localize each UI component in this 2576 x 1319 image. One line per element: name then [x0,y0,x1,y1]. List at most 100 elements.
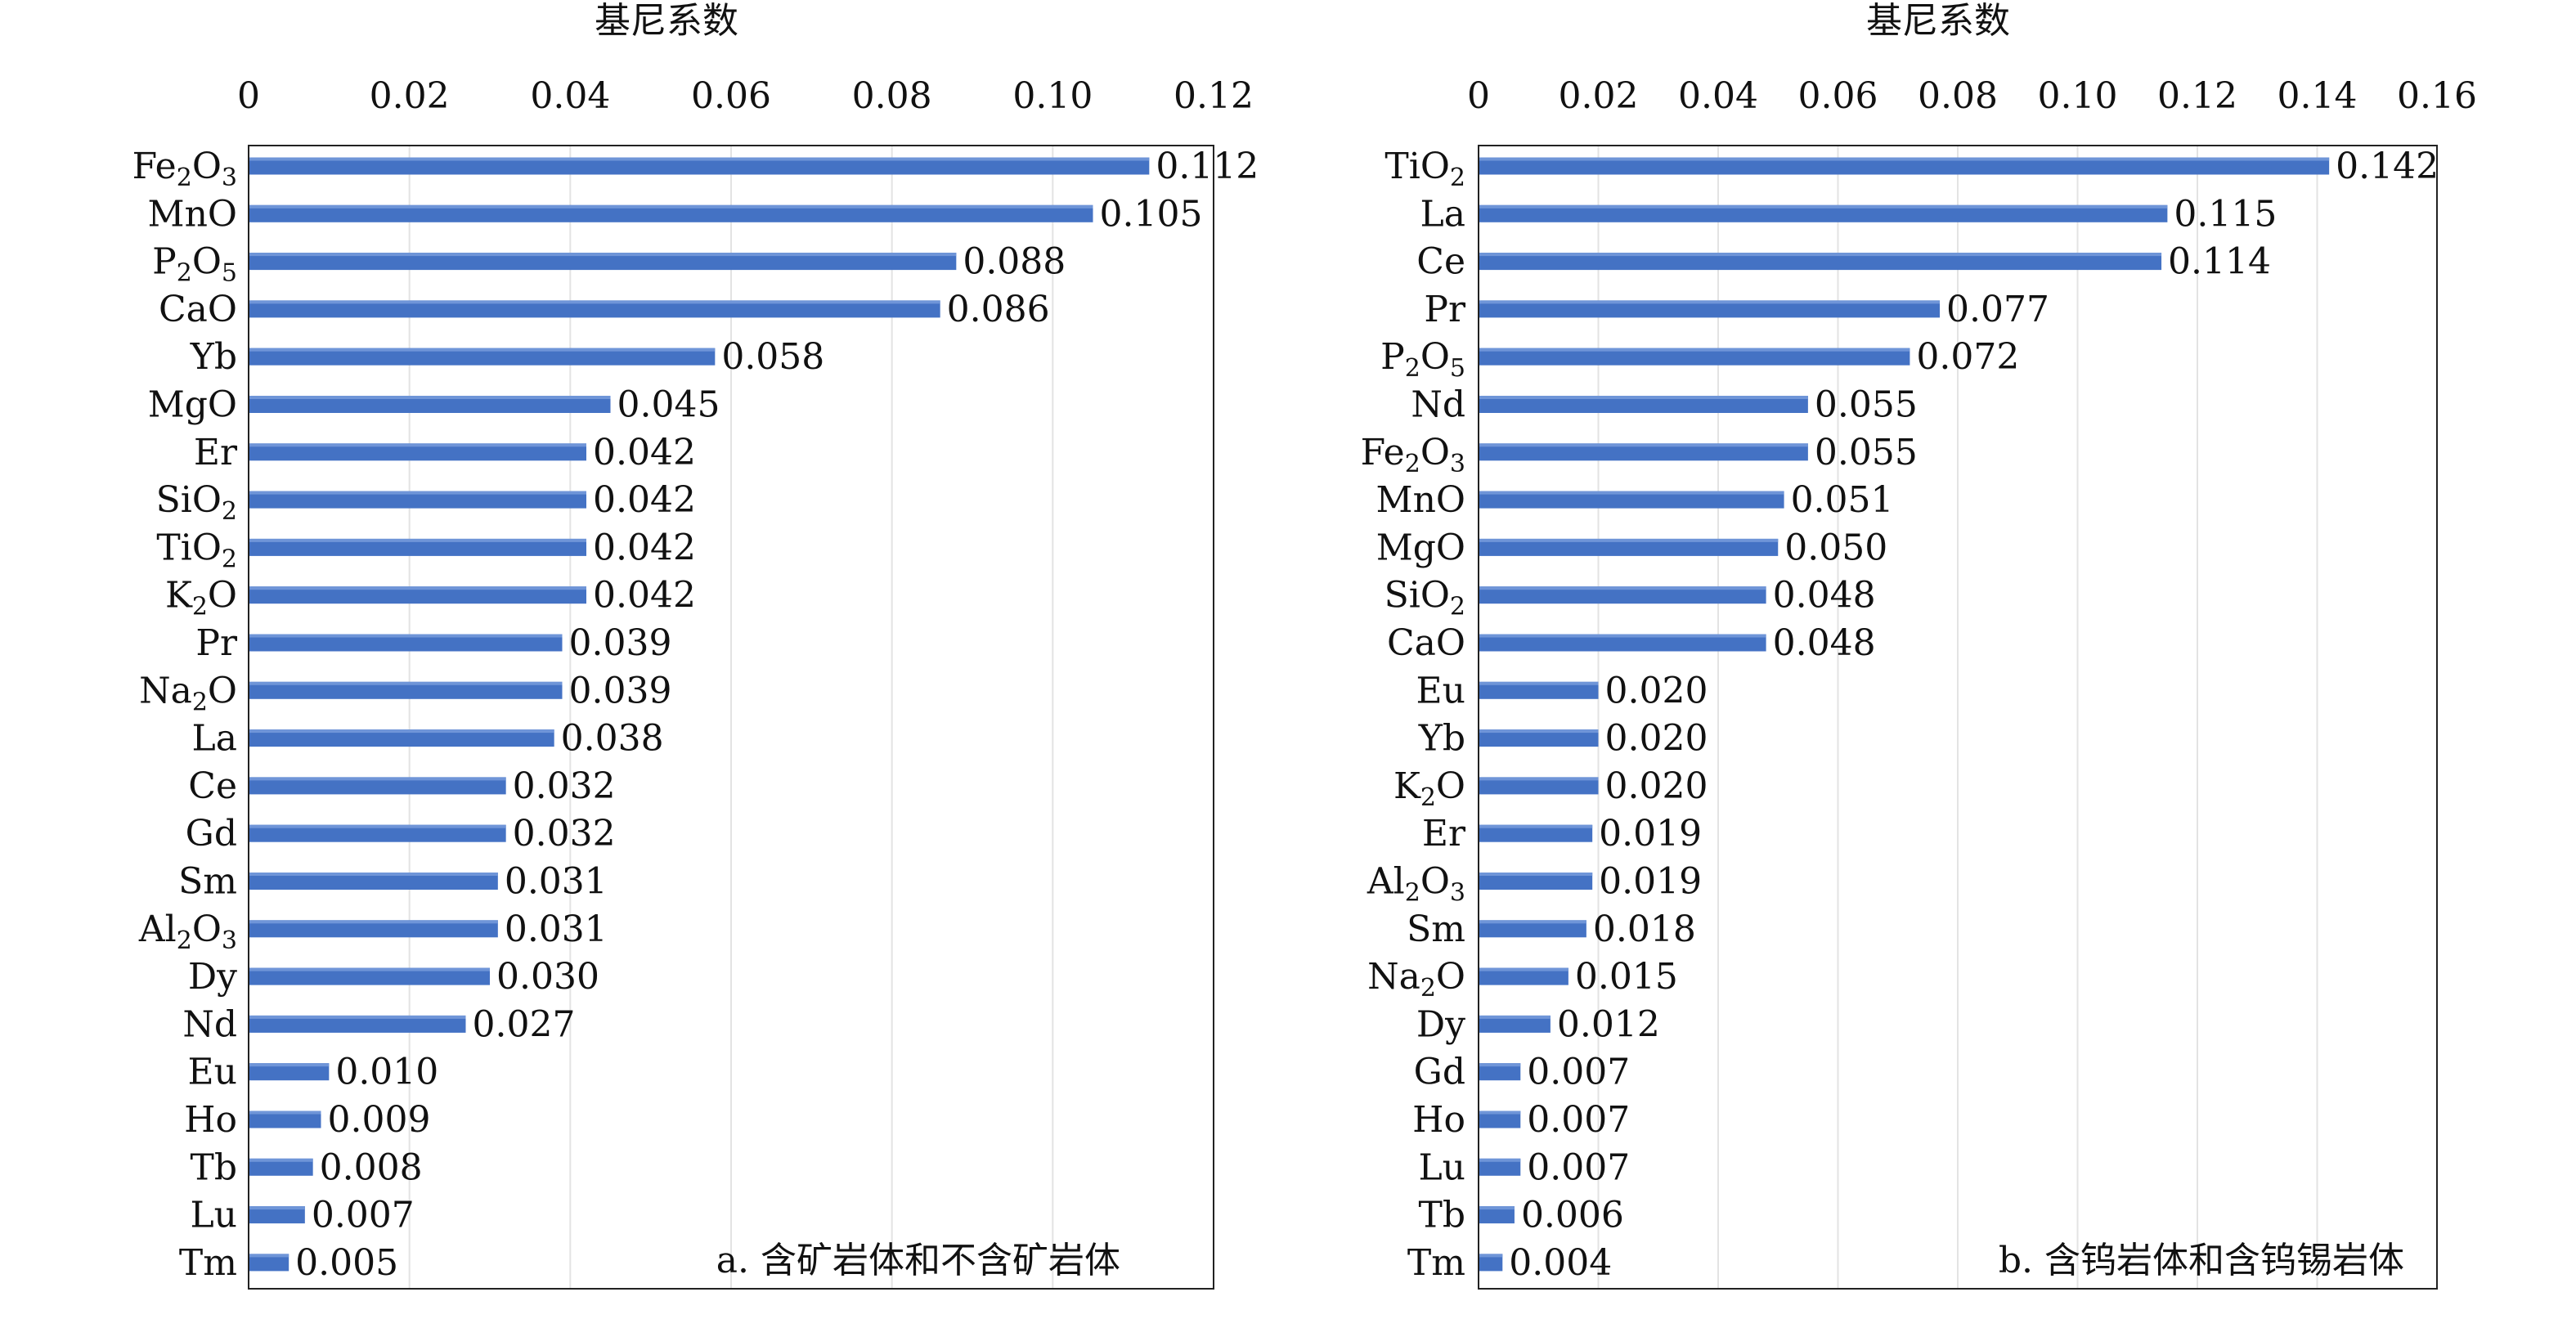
bar [1479,920,1586,938]
bar-highlight [1479,157,2330,161]
category-label: La [1420,193,1465,235]
bar [249,873,498,890]
bar-highlight [249,967,490,971]
category-label-text: Fe [132,146,177,187]
category-label: Nd [182,1003,237,1045]
bar [249,824,506,842]
bar-highlight [249,586,586,590]
panel-caption: b. 含钨岩体和含钨锡岩体 [1999,1240,2404,1281]
category-label-text: P [1380,336,1405,378]
bar-highlight [249,1110,321,1115]
category-label-text: Ho [184,1099,237,1141]
data-label: 0.020 [1605,765,1708,807]
category-label-subscript: 2 [1420,974,1436,1003]
category-label-text: MnO [148,193,237,235]
bar-highlight [1479,681,1599,685]
bar-highlight [249,1254,289,1258]
data-label: 0.042 [593,575,696,617]
category-label-subscript: 2 [1405,450,1420,478]
category-label: TiO2 [1384,146,1465,192]
category-label: Na2O [139,670,237,716]
x-tick-label: 0 [1467,75,1490,117]
category-label-text: Al [138,908,177,950]
category-label-text: TiO [1384,146,1450,187]
bar [1479,1063,1521,1081]
chart-panel-b: 基尼系数 0 0.02 0.04 0.06 0.08 0.10 0.12 0.14 0.16 0.1… [1361,0,2477,1290]
category-label: Al2O3 [1367,861,1465,908]
bar-highlight [249,443,586,447]
bar [1479,681,1599,699]
bar [1479,1015,1551,1033]
data-label: 0.004 [1509,1242,1612,1284]
bar [249,538,586,556]
bar-highlight [1479,1254,1503,1258]
category-label-text: O [192,241,222,283]
bar [1479,538,1779,556]
bar-highlight [1479,586,1766,590]
category-label-subscript: 2 [1405,879,1420,908]
data-label: 0.045 [617,384,720,426]
x-tick-label: 0.06 [691,75,771,117]
category-label-subscript: 2 [177,164,192,192]
category-label: Ho [1412,1099,1465,1141]
category-label-subscript: 3 [222,926,237,955]
category-label-text: O [192,908,222,950]
data-label: 0.042 [593,432,696,473]
category-label-subscript: 3 [222,164,237,192]
category-label: Ce [188,765,237,807]
category-label: Ho [184,1099,237,1141]
category-label: Tm [1407,1242,1465,1284]
bar-highlight [249,253,957,257]
bar [249,348,716,366]
bar [1479,824,1593,842]
bar [249,1015,466,1033]
category-label-text: Tb [1418,1195,1465,1236]
bar-highlight [249,204,1093,209]
x-tick-label: 0.12 [2157,75,2237,117]
data-label: 0.030 [496,956,599,998]
data-label: 0.048 [1773,575,1876,617]
category-label: SiO2 [156,479,237,526]
bar-highlight [1479,396,1808,399]
bar [1479,491,1784,509]
category-label: Ce [1416,241,1465,283]
bar [249,967,490,985]
panel-caption: a. 含矿岩体和不含矿岩体 [716,1240,1120,1281]
bar-highlight [1479,300,1941,304]
x-tick-label: 0.06 [1798,75,1878,117]
x-tick-label: 0.04 [530,75,610,117]
data-label: 0.050 [1784,527,1887,568]
x-tick-label: 0.12 [1174,75,1254,117]
category-label-text: Yb [1418,718,1465,760]
x-tick-label: 0.02 [1559,75,1639,117]
category-label-subscript: 5 [222,259,237,288]
category-label: Er [194,432,238,473]
x-tick-label: 0.08 [852,75,932,117]
category-label-text: O [1420,432,1450,473]
bar [1479,348,1910,366]
plot-border [248,145,1214,1290]
x-tick-label: 0.02 [370,75,450,117]
bar [249,729,554,747]
category-label-text: Gd [1414,1052,1465,1093]
category-label-subscript: 5 [1450,354,1465,383]
category-label: Lu [1418,1146,1465,1188]
bar [1479,157,2330,175]
category-label-text: SiO [1384,575,1450,617]
category-label: Gd [186,813,237,855]
bar-highlight [1479,967,1568,971]
category-label-text: CaO [159,289,237,330]
bar-highlight [1479,1206,1515,1210]
bar [249,1254,289,1272]
data-label: 0.055 [1815,384,1918,426]
bar-highlight [1479,204,2168,209]
bar-highlight [1479,1158,1521,1162]
category-label: MgO [148,384,237,426]
x-tick-label: 0.08 [1918,75,1998,117]
bar-highlight [249,1206,305,1210]
bar [249,777,506,795]
bar [249,1110,321,1128]
category-label-text: Na [139,670,192,711]
category-label-text: Ce [1416,241,1465,283]
bar [1479,1206,1515,1224]
